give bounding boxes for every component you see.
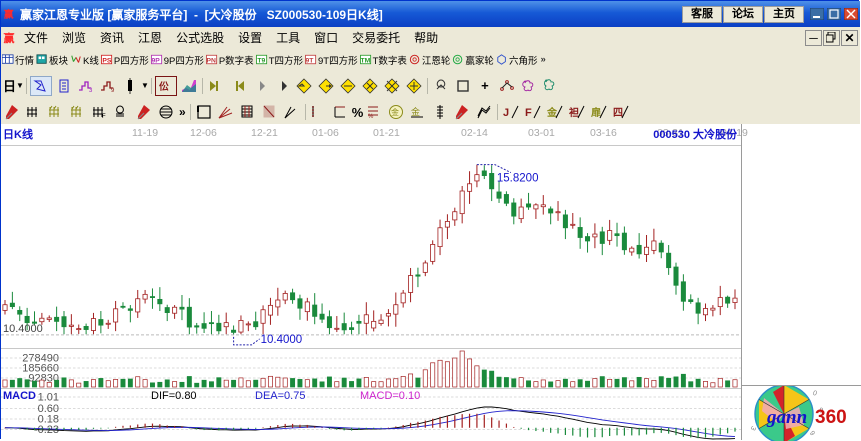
svg-text:赢: 赢 (4, 9, 14, 21)
svg-text:0: 0 (812, 390, 818, 398)
svg-text:9: 9 (111, 88, 115, 93)
svg-text:T9: T9 (257, 57, 265, 64)
svg-text:gann: gann (766, 407, 807, 428)
svg-text:360: 360 (815, 407, 847, 428)
svg-text:10.4000: 10.4000 (261, 334, 303, 346)
svg-text:金: 金 (411, 106, 420, 117)
svg-text:9T: 9T (306, 57, 315, 64)
svg-text:3: 3 (89, 88, 93, 93)
svg-text:3: 3 (749, 425, 757, 432)
svg-text:PS: PS (102, 57, 112, 64)
svg-text:9P: 9P (151, 57, 160, 64)
svg-text:扉: 扉 (591, 106, 601, 119)
svg-text:袒: 袒 (569, 106, 579, 119)
svg-text:%: % (368, 114, 374, 119)
svg-text:F: F (525, 107, 532, 119)
svg-text:F: F (102, 114, 106, 119)
svg-text:15.8200: 15.8200 (497, 173, 539, 185)
svg-text:1.01: 1.01 (38, 392, 59, 404)
svg-text:金: 金 (391, 107, 399, 117)
svg-text:四: 四 (613, 107, 623, 119)
svg-text:10.4000: 10.4000 (3, 323, 43, 335)
svg-text:TM: TM (360, 57, 370, 64)
svg-text:9: 9 (808, 430, 816, 437)
svg-text:伀: 伀 (159, 81, 169, 93)
svg-text:J: J (503, 107, 509, 119)
svg-text:PN: PN (206, 57, 216, 64)
